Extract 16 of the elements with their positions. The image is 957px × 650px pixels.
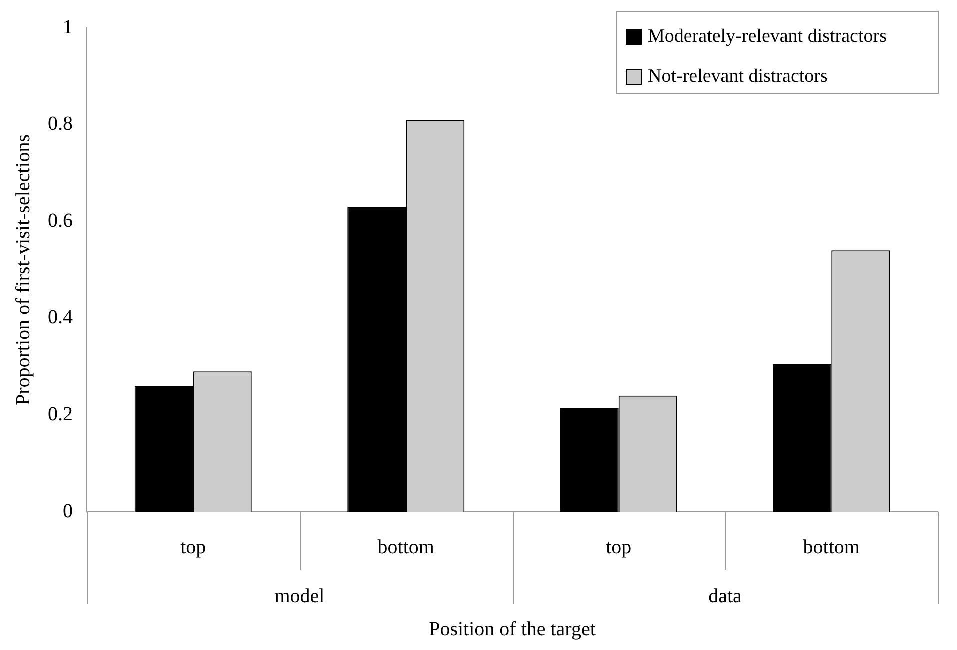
text: data <box>708 585 742 608</box>
x-tick-label: top <box>180 536 206 558</box>
y-tick-label: 0.6 <box>48 210 73 232</box>
y-tick-label: 0.8 <box>48 113 73 136</box>
y-axis-title: Proportion of first-visit-selections <box>12 134 34 406</box>
x-tick-label: top <box>606 536 632 558</box>
y-tick-label: 0.2 <box>48 403 73 426</box>
legend-label: Moderately-relevant distractors <box>648 26 887 47</box>
x-tick-label: bottom <box>803 536 860 558</box>
y-tick-label: 0.4 <box>48 306 73 329</box>
x-axis-title: Position of the target <box>429 618 596 640</box>
y-tick-label: 0 <box>63 500 73 522</box>
text: model <box>274 585 326 608</box>
y-tick-label: 1 <box>63 16 73 38</box>
legend-label: Not-relevant distractors <box>648 66 828 87</box>
x-tick-label: bottom <box>378 536 435 558</box>
